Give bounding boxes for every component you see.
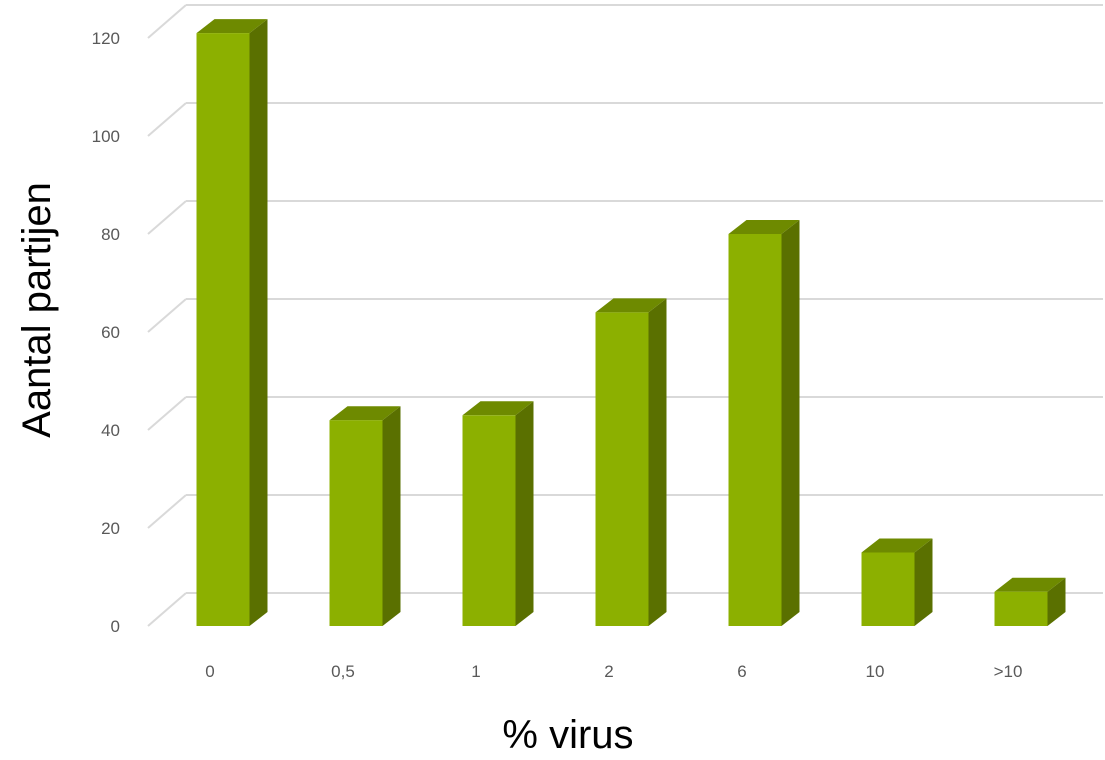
bar-side [382, 406, 401, 626]
y-tick-label: 40 [101, 421, 120, 440]
gridline-slant [147, 200, 187, 235]
y-tick-label: 60 [101, 323, 120, 342]
x-tick-labels: 0 0,5 1 2 6 10 >10 [205, 662, 1022, 681]
bar-top [728, 220, 800, 234]
y-tick-labels: 0 20 40 60 80 100 120 [92, 29, 120, 636]
x-tick-label: >10 [994, 662, 1023, 681]
gridline-slant [147, 494, 187, 529]
bar-3 [595, 298, 667, 626]
bar-side [914, 538, 933, 626]
x-tick-label: 0 [205, 662, 214, 681]
y-axis-title: Aantal partijen [15, 182, 59, 438]
bar-front [728, 234, 782, 626]
y-tick-label: 0 [111, 617, 120, 636]
bar-side [249, 19, 268, 627]
x-tick-label: 0,5 [331, 662, 355, 681]
bar-side [1047, 577, 1066, 626]
bars [196, 19, 1066, 627]
gridline-slant [147, 102, 187, 137]
bar-top [994, 577, 1066, 592]
bar-top [595, 298, 667, 313]
y-tick-label: 100 [92, 127, 120, 146]
gridline-slant [147, 298, 187, 333]
gridline-slant [147, 396, 187, 431]
bar-6 [994, 577, 1066, 626]
x-tick-label: 10 [866, 662, 885, 681]
bar-top [462, 401, 534, 416]
bar-5 [861, 538, 933, 626]
x-axis-title: % virus [502, 713, 633, 757]
bar-top [861, 538, 933, 553]
bar-front [994, 591, 1048, 626]
bar-1 [329, 406, 401, 626]
bar-front [462, 415, 516, 626]
gridline-slant [147, 592, 187, 627]
gridline-slant [147, 4, 187, 39]
y-tick-label: 20 [101, 519, 120, 538]
bar-front [196, 33, 250, 627]
bar-2 [462, 401, 534, 626]
bar-front [861, 552, 915, 626]
bar-side [781, 220, 800, 626]
bar-4 [728, 220, 800, 626]
y-tick-label: 80 [101, 225, 120, 244]
bar-top [196, 19, 268, 34]
bar-side [515, 401, 534, 626]
x-tick-label: 2 [604, 662, 613, 681]
bar-front [329, 420, 383, 626]
bar-0 [196, 19, 268, 627]
y-tick-label: 120 [92, 29, 120, 48]
x-tick-label: 6 [737, 662, 746, 681]
bar-front [595, 312, 649, 626]
bar-top [329, 406, 401, 421]
x-tick-label: 1 [471, 662, 480, 681]
bar-side [648, 298, 667, 626]
